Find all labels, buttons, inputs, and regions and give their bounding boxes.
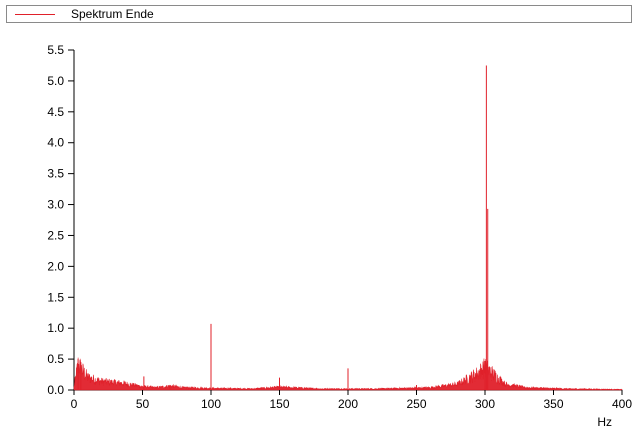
ticks: 0.0 0.5 1.0 1.5 2.0 2.5 3.0 3.5 4.0 4.5 5.0 5.5 0 50 1… xyxy=(47,43,632,411)
legend-label: Spektrum Ende xyxy=(71,7,154,21)
legend-swatch-line xyxy=(15,14,55,15)
y-tick-label: 3.5 xyxy=(47,167,64,181)
y-tick-label: 5.0 xyxy=(47,74,64,88)
y-tick-label: 4.0 xyxy=(47,136,64,150)
x-tick-label: 400 xyxy=(612,397,632,411)
y-tick-label: 0.5 xyxy=(47,352,64,366)
series-peaks xyxy=(77,65,554,390)
x-axis-unit-label: Hz xyxy=(597,415,612,429)
y-tick-label: 1.0 xyxy=(47,321,64,335)
x-tick-label: 100 xyxy=(201,397,221,411)
y-tick-label: 5.5 xyxy=(47,43,64,57)
y-tick-label: 3.0 xyxy=(47,198,64,212)
axes xyxy=(73,50,622,391)
y-tick-label: 4.5 xyxy=(47,105,64,119)
x-tick-label: 50 xyxy=(136,397,150,411)
x-tick-label: 350 xyxy=(543,397,563,411)
x-tick-label: 250 xyxy=(406,397,426,411)
legend: Spektrum Ende xyxy=(6,5,632,23)
x-tick-label: 300 xyxy=(475,397,495,411)
x-tick-label: 200 xyxy=(338,397,358,411)
y-tick-label: 0.0 xyxy=(47,383,64,397)
x-tick-label: 0 xyxy=(71,397,78,411)
y-tick-label: 1.5 xyxy=(47,290,64,304)
x-tick-label: 150 xyxy=(269,397,289,411)
y-tick-label: 2.5 xyxy=(47,228,64,242)
y-tick-label: 2.0 xyxy=(47,259,64,273)
